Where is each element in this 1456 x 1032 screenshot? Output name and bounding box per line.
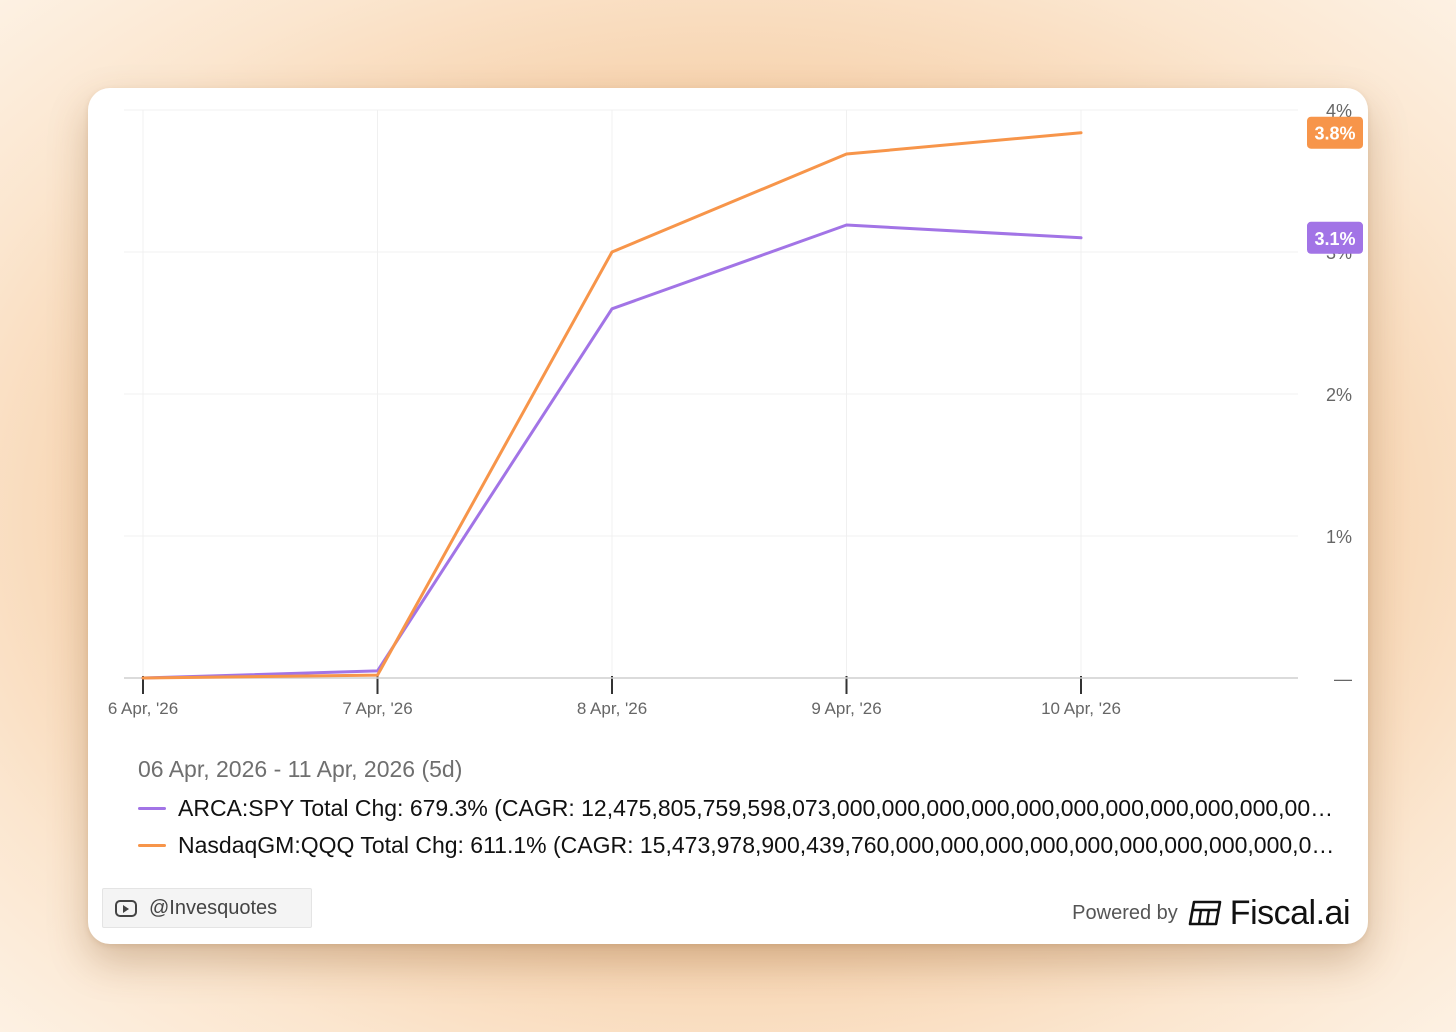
legend-label-qqq: NasdaqGM:QQQ Total Chg: 611.1% (CAGR: 15… xyxy=(178,831,1338,858)
series-layer xyxy=(141,131,1083,680)
powered-by-text: Powered by xyxy=(1072,901,1178,924)
line-chart: 4%3%2%1%—6 Apr, '267 Apr, '268 Apr, '269… xyxy=(108,101,1363,718)
youtube-icon xyxy=(115,899,137,917)
series-line-nasdaqgm-qqq xyxy=(141,131,1083,680)
x-tick-label: 8 Apr, '26 xyxy=(577,699,647,718)
label-layer: 3.1% 3.8% xyxy=(1307,116,1363,254)
grid-layer xyxy=(124,109,1298,678)
end-label-text: 3.1% xyxy=(1314,229,1355,249)
end-label-text: 3.8% xyxy=(1314,124,1355,144)
legend-label-spy: ARCA:SPY Total Chg: 679.3% (CAGR: 12,475… xyxy=(178,794,1338,821)
watermark-handle: @Invesquotes xyxy=(149,896,278,919)
y-tick-label: 4% xyxy=(1326,101,1352,121)
x-tick-label: 7 Apr, '26 xyxy=(342,699,412,718)
series-line-arca-spy xyxy=(141,223,1083,680)
x-tick-label: 9 Apr, '26 xyxy=(811,699,881,718)
end-label-nasdaqgm-qqq: 3.8% xyxy=(1307,116,1363,149)
legend-swatch-qqq xyxy=(138,843,166,847)
legend-item-spy[interactable]: ARCA:SPY Total Chg: 679.3% (CAGR: 12,475… xyxy=(138,792,1338,824)
end-label-badge xyxy=(1307,221,1363,254)
powered-by[interactable]: Powered by Fiscal.ai xyxy=(1072,888,1350,938)
watermark: @Invesquotes xyxy=(102,888,312,928)
chart-card: 4%3%2%1%—6 Apr, '267 Apr, '268 Apr, '269… xyxy=(88,88,1368,944)
y-tick-label: — xyxy=(1334,669,1352,689)
date-range: 06 Apr, 2026 - 11 Apr, 2026 (5d) xyxy=(138,756,463,782)
legend-item-qqq[interactable]: NasdaqGM:QQQ Total Chg: 611.1% (CAGR: 15… xyxy=(138,829,1338,861)
x-tick-label: 6 Apr, '26 xyxy=(108,699,178,718)
end-label-badge xyxy=(1307,116,1363,149)
x-tick-label: 10 Apr, '26 xyxy=(1041,699,1121,718)
y-tick-label: 1% xyxy=(1326,527,1352,547)
brand-name: Fiscal.ai xyxy=(1229,893,1351,932)
y-tick-label: 2% xyxy=(1326,385,1352,405)
axis-layer: 4%3%2%1%—6 Apr, '267 Apr, '268 Apr, '269… xyxy=(108,101,1352,718)
end-label-arca-spy: 3.1% xyxy=(1307,221,1363,254)
fiscal-logo-icon xyxy=(1188,900,1222,926)
legend-swatch-spy xyxy=(138,806,166,810)
